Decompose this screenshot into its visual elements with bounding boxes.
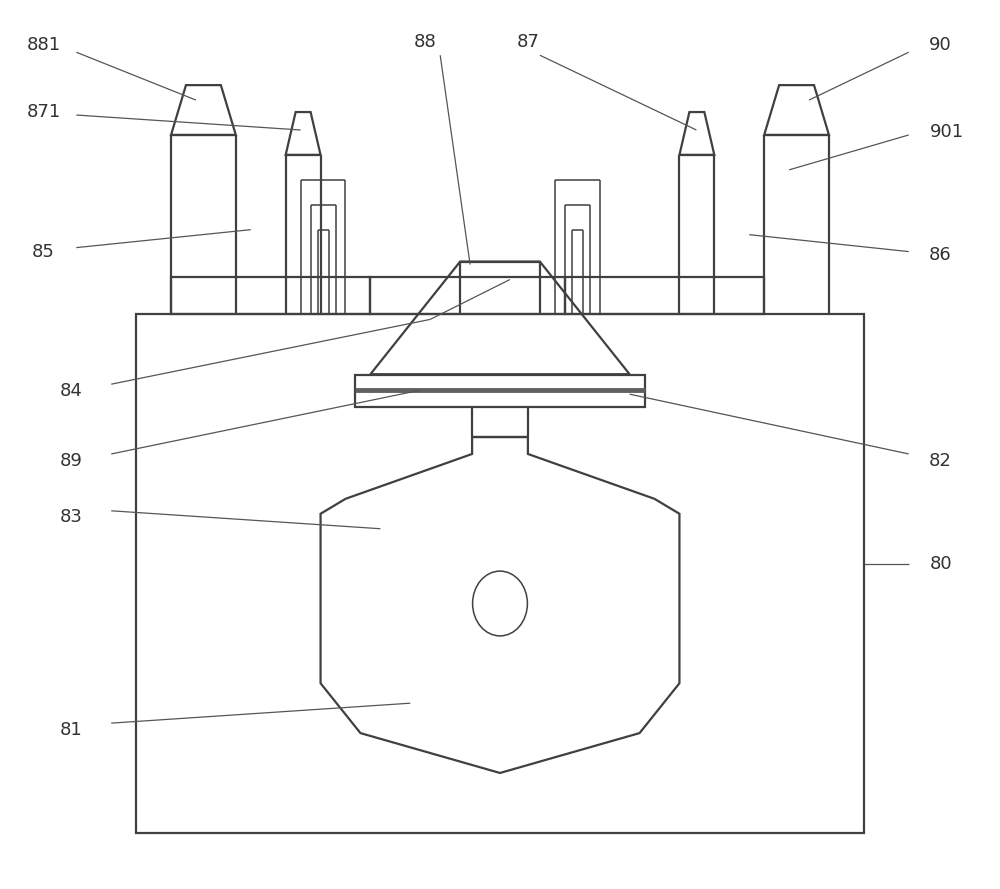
Text: 84: 84 [60, 382, 83, 400]
Text: 86: 86 [929, 245, 952, 264]
Bar [355, 375, 645, 407]
Text: 81: 81 [60, 721, 83, 739]
Bar [370, 276, 565, 315]
Text: 88: 88 [414, 33, 437, 52]
Text: 89: 89 [60, 452, 83, 470]
Text: 881: 881 [26, 36, 60, 54]
Bar [565, 276, 764, 315]
Bar [171, 276, 370, 315]
Text: 83: 83 [60, 508, 83, 525]
Text: 871: 871 [26, 103, 61, 121]
Bar [136, 315, 864, 833]
Text: 82: 82 [929, 452, 952, 470]
Text: 85: 85 [32, 243, 55, 260]
Text: 90: 90 [929, 36, 952, 54]
Text: 80: 80 [929, 555, 952, 573]
Text: 87: 87 [516, 33, 539, 52]
Text: 901: 901 [930, 123, 964, 141]
